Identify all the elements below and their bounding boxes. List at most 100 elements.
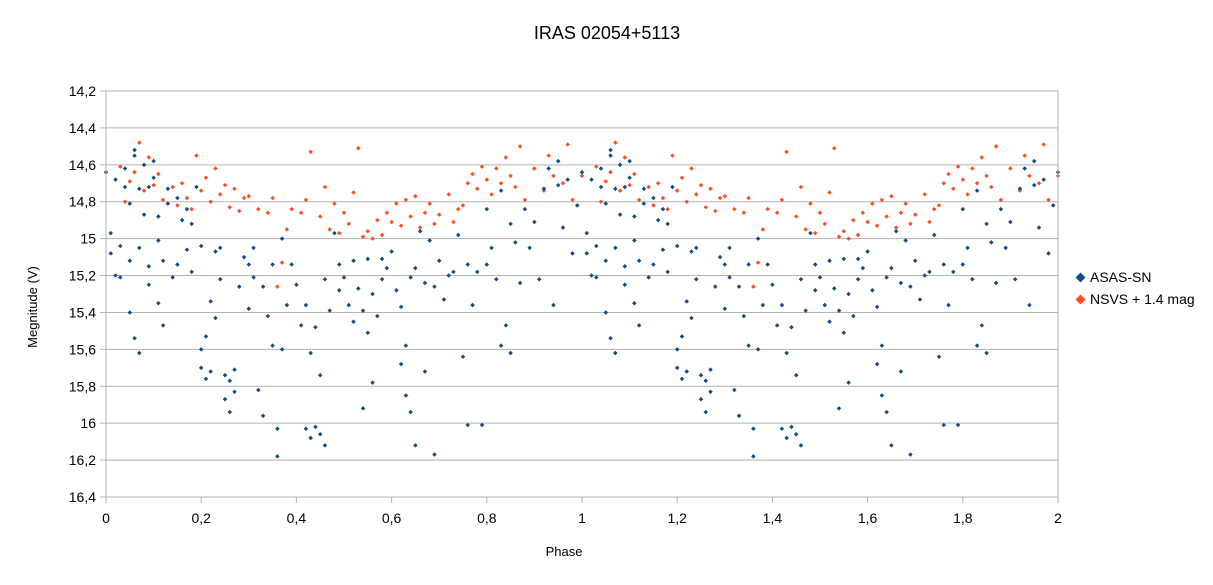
data-point-asas-sn	[360, 406, 366, 411]
data-point-asas-sn	[798, 443, 804, 448]
x-tick-label: 2	[1054, 510, 1062, 526]
data-point-asas-sn	[170, 275, 175, 280]
data-point-asas-sn	[784, 435, 789, 441]
data-point-asas-sn	[465, 422, 471, 428]
data-point-asas-sn	[137, 245, 142, 251]
data-point-asas-sn	[408, 409, 413, 415]
data-point-nsvs	[860, 210, 866, 216]
data-point-asas-sn	[332, 230, 337, 236]
data-point-asas-sn	[855, 276, 861, 282]
data-point-nsvs	[394, 201, 399, 206]
data-point-nsvs	[1027, 173, 1032, 179]
data-point-nsvs	[427, 201, 432, 206]
data-point-asas-sn	[156, 300, 161, 306]
data-point-nsvs	[198, 188, 204, 193]
data-point-nsvs	[793, 214, 799, 219]
data-point-asas-sn	[793, 372, 799, 378]
data-point-asas-sn	[403, 343, 409, 348]
data-point-nsvs	[341, 210, 347, 216]
data-point-asas-sn	[365, 330, 371, 336]
data-point-asas-sn	[717, 254, 723, 260]
data-point-nsvs	[356, 145, 361, 151]
data-point-nsvs	[532, 166, 537, 171]
data-point-asas-sn	[927, 269, 932, 275]
data-point-asas-sn	[413, 443, 418, 448]
data-point-asas-sn	[1012, 276, 1018, 282]
data-point-nsvs	[660, 195, 666, 201]
data-point-asas-sn	[241, 254, 247, 260]
data-point-asas-sn	[203, 376, 209, 382]
data-point-asas-sn	[422, 369, 428, 374]
data-point-asas-sn	[227, 378, 233, 383]
data-point-asas-sn	[613, 245, 618, 251]
data-point-asas-sn	[303, 302, 309, 308]
data-point-nsvs	[203, 175, 209, 180]
data-point-asas-sn	[855, 256, 861, 262]
data-point-asas-sn	[270, 262, 275, 267]
data-point-asas-sn	[203, 334, 209, 339]
data-point-asas-sn	[1036, 225, 1042, 230]
data-point-nsvs	[946, 171, 951, 177]
y-axis-label: Megnitude (V)	[25, 266, 40, 348]
data-point-nsvs	[1041, 142, 1046, 147]
data-point-nsvs	[127, 179, 133, 184]
data-point-nsvs	[608, 169, 613, 175]
data-point-asas-sn	[989, 240, 994, 245]
data-point-asas-sn	[108, 251, 114, 256]
data-point-asas-sn	[208, 299, 213, 304]
data-point-asas-sn	[651, 262, 656, 267]
data-point-asas-sn	[1031, 158, 1037, 164]
data-point-asas-sn	[632, 214, 637, 219]
data-point-asas-sn	[246, 306, 252, 312]
data-point-nsvs	[851, 217, 856, 223]
data-point-asas-sn	[779, 426, 785, 431]
data-point-asas-sn	[246, 262, 252, 267]
data-point-nsvs	[470, 171, 475, 177]
data-point-nsvs	[931, 206, 937, 212]
data-point-nsvs	[951, 186, 956, 192]
data-point-asas-sn	[746, 343, 751, 348]
data-point-asas-sn	[479, 422, 485, 428]
data-point-asas-sn	[503, 323, 509, 328]
data-point-asas-sn	[432, 284, 437, 289]
data-point-asas-sn	[613, 186, 618, 192]
data-point-asas-sn	[551, 302, 556, 308]
data-point-nsvs	[984, 173, 989, 179]
data-point-nsvs	[217, 192, 223, 197]
data-point-nsvs	[922, 192, 927, 197]
data-point-nsvs	[855, 232, 861, 238]
data-point-nsvs	[327, 227, 332, 232]
data-point-asas-sn	[508, 221, 513, 227]
data-point-asas-sn	[1046, 251, 1051, 256]
data-point-asas-sn	[674, 347, 680, 352]
y-tick-label: 16,2	[69, 452, 96, 468]
data-point-asas-sn	[589, 273, 594, 278]
data-point-asas-sn	[594, 275, 599, 280]
data-point-asas-sn	[646, 275, 651, 280]
data-point-asas-sn	[841, 256, 847, 262]
data-point-asas-sn	[517, 280, 523, 286]
data-point-asas-sn	[803, 308, 808, 313]
grid	[106, 90, 1058, 498]
data-point-nsvs	[717, 195, 723, 201]
data-point-asas-sn	[698, 396, 704, 402]
data-point-asas-sn	[198, 347, 204, 352]
data-point-asas-sn	[736, 284, 742, 289]
data-point-asas-sn	[260, 413, 266, 419]
data-point-nsvs	[265, 210, 271, 216]
data-point-nsvs	[279, 260, 285, 265]
data-point-nsvs	[684, 199, 689, 204]
data-point-nsvs	[213, 166, 218, 171]
data-point-nsvs	[475, 186, 480, 192]
data-point-nsvs	[965, 192, 970, 197]
data-point-nsvs	[336, 230, 342, 236]
data-point-nsvs	[137, 140, 142, 145]
data-point-asas-sn	[275, 426, 280, 431]
data-point-asas-sn	[398, 361, 404, 367]
data-point-nsvs	[227, 205, 233, 210]
data-point-nsvs	[232, 186, 237, 192]
data-point-asas-sn	[213, 249, 218, 254]
data-point-asas-sn	[313, 324, 318, 330]
data-point-asas-sn	[351, 258, 356, 264]
data-point-asas-sn	[532, 219, 537, 225]
